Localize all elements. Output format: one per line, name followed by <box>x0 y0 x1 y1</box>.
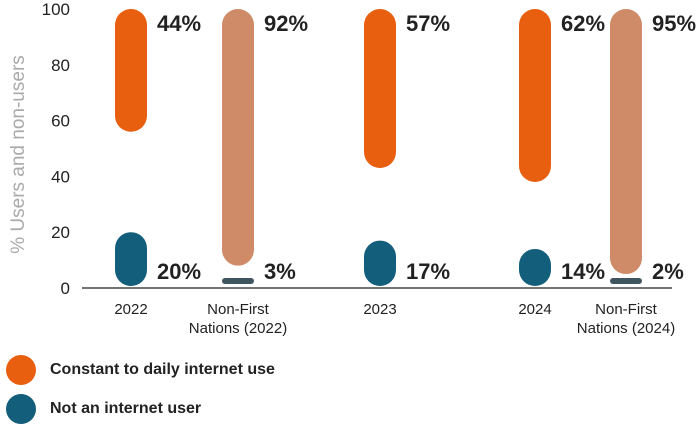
range-bars <box>115 9 642 286</box>
value-label-non-user: 20% <box>157 259 201 284</box>
value-labels: 44% 20% 92% 3% 57% 17% 62% 14% 95% 2% <box>157 11 696 284</box>
legend-item-non-user: Not an internet user <box>6 394 201 424</box>
category-label: Non-First Nations (2022) <box>189 301 287 337</box>
value-label-non-user: 14% <box>561 259 605 284</box>
y-tick-label: 100 <box>42 0 70 19</box>
y-tick-label: 20 <box>51 223 70 242</box>
legend-swatch-daily-use <box>6 355 36 385</box>
category-label: Non-First Nations (2024) <box>577 301 675 337</box>
y-tick-label: 80 <box>51 56 70 75</box>
bar-daily-use <box>364 9 396 169</box>
value-label-daily-use: 62% <box>561 11 605 36</box>
y-tick-label: 0 <box>61 279 70 298</box>
value-label-non-user: 3% <box>264 259 296 284</box>
category-labels: 2022 Non-First Nations (2022) 2023 2024 Non-F… <box>114 301 675 337</box>
category-label: 2022 <box>114 301 147 318</box>
value-label-daily-use: 44% <box>157 11 201 36</box>
value-label-daily-use: 92% <box>264 11 308 36</box>
bar-daily-use <box>115 9 147 132</box>
legend-label-daily-use: Constant to daily internet use <box>50 361 275 378</box>
bar-daily-use <box>222 9 254 266</box>
value-label-daily-use: 95% <box>652 11 696 36</box>
y-tick-label: 40 <box>51 167 70 186</box>
bar-non-user <box>519 248 551 286</box>
bar-non-user <box>115 232 147 286</box>
legend-item-daily-use: Constant to daily internet use <box>6 355 275 385</box>
legend-swatch-non-user <box>6 394 36 424</box>
bar-daily-use <box>610 9 642 275</box>
bar-non-user <box>364 240 396 286</box>
y-axis-label-group: % Users and non-users <box>8 55 29 254</box>
value-label-daily-use: 57% <box>406 11 450 36</box>
chart: % Users and non-users 0 20 40 60 80 100 44% 20… <box>8 0 696 337</box>
bar-non-user <box>610 278 642 284</box>
bar-daily-use <box>519 9 551 182</box>
value-label-non-user: 17% <box>406 259 450 284</box>
bar-non-user <box>222 278 254 284</box>
category-label: 2024 <box>518 301 551 318</box>
category-label: 2023 <box>363 301 396 318</box>
legend-label-non-user: Not an internet user <box>50 400 202 417</box>
value-label-non-user: 2% <box>652 259 684 284</box>
y-axis-ticks: 0 20 40 60 80 100 <box>42 0 70 298</box>
y-tick-label: 60 <box>51 112 70 131</box>
y-axis-label: % Users and non-users <box>8 55 29 254</box>
